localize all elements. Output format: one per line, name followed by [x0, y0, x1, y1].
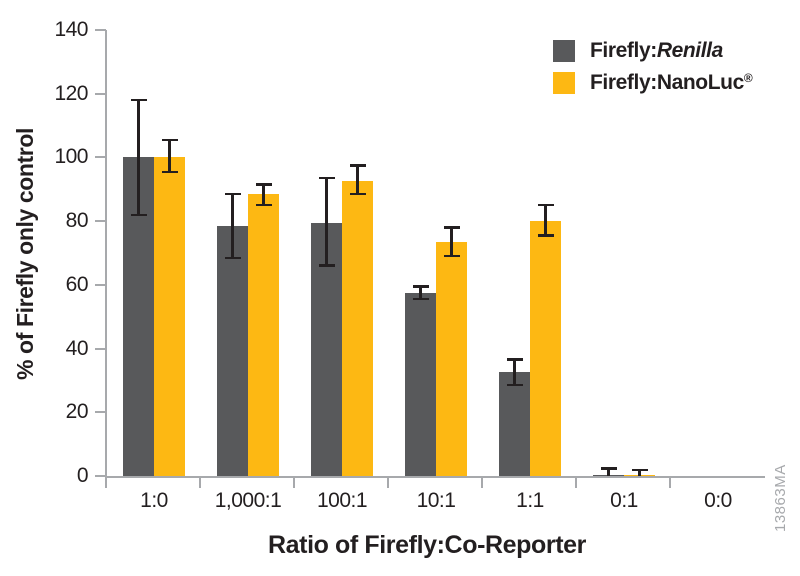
error-bar-cap [600, 467, 617, 470]
error-bar-line [168, 139, 171, 172]
x-axis-title: Ratio of Firefly:Co-Reporter [268, 531, 586, 559]
y-tick-label: 80 [65, 209, 89, 233]
x-axis-category-label: 100:1 [316, 489, 368, 512]
x-axis-category-label: 1,000:1 [214, 489, 282, 512]
error-bar-line [513, 359, 516, 386]
y-tick [95, 283, 106, 286]
error-bar-cap [443, 254, 460, 258]
error-bar-cap [631, 468, 648, 472]
error-bar-cap [318, 176, 335, 180]
y-tick-label: 40 [65, 336, 89, 360]
error-bar-line [638, 469, 641, 476]
x-tick [387, 478, 389, 488]
error-bar-cap [255, 203, 272, 207]
legend-swatch-nanoluc-icon [553, 72, 575, 94]
error-bar-line [607, 468, 610, 476]
bar [248, 194, 279, 476]
y-tick [95, 29, 106, 31]
legend-swatch-renilla-icon [553, 40, 575, 62]
y-tick [95, 347, 106, 350]
error-bar-cap [537, 234, 554, 237]
bar [217, 226, 248, 476]
y-tick [95, 411, 106, 414]
y-tick-label: 0 [76, 464, 89, 487]
error-bar-cap [255, 183, 272, 186]
error-bar-line [356, 165, 359, 195]
x-axis-line [105, 476, 765, 478]
y-tick [95, 92, 106, 95]
y-axis-title: % of Firefly only control [12, 128, 38, 380]
error-bar-cap [506, 358, 523, 361]
error-bar-line [262, 184, 265, 206]
figure-number-watermark: 13863MA [772, 464, 789, 532]
x-tick [481, 478, 483, 488]
y-tick-label: 60 [65, 272, 89, 296]
legend-label-renilla: Firefly:Renilla [590, 39, 723, 63]
legend-text-prefix: Firefly:NanoLuc [590, 71, 744, 94]
legend: Firefly:Renilla Firefly:NanoLuc® [553, 39, 753, 104]
x-axis-category-label: 0:0 [704, 489, 732, 512]
error-bar-cap [412, 285, 429, 288]
y-tick [95, 475, 106, 477]
error-bar-cap [130, 213, 147, 217]
error-bar-line [137, 100, 140, 215]
error-bar-cap [161, 170, 178, 173]
error-bar-line [325, 178, 328, 266]
y-tick [95, 220, 106, 223]
y-tick-label: 120 [54, 81, 88, 105]
x-tick [293, 478, 295, 488]
error-bar-cap [349, 164, 366, 167]
error-bar-cap [318, 264, 335, 267]
error-bar-cap [161, 138, 178, 142]
y-tick-label: 100 [54, 145, 88, 169]
y-tick-label: 20 [65, 400, 89, 424]
bar [436, 242, 467, 476]
x-tick [199, 478, 201, 488]
error-bar-line [450, 227, 453, 257]
error-bar-cap [443, 226, 460, 229]
x-tick [669, 478, 671, 488]
y-tick-label: 140 [54, 18, 88, 41]
x-tick [575, 478, 577, 488]
error-bar-cap [506, 383, 523, 387]
legend-text-sup: ® [743, 71, 753, 85]
bar [342, 181, 373, 476]
error-bar-cap [412, 297, 429, 301]
bar [499, 372, 530, 476]
bar [154, 157, 185, 476]
error-bar-cap [349, 192, 366, 196]
error-bar-cap [130, 98, 147, 102]
error-bar-cap [224, 192, 241, 196]
legend-item-renilla: Firefly:Renilla [553, 39, 752, 63]
legend-text-prefix: Firefly: [590, 39, 657, 62]
error-bar-line [544, 205, 547, 236]
x-tick [105, 478, 107, 488]
legend-label-nanoluc: Firefly:NanoLuc® [590, 71, 753, 95]
y-tick [95, 156, 106, 159]
legend-item-nanoluc: Firefly:NanoLuc® [553, 71, 753, 95]
bar [405, 293, 436, 476]
y-axis-line [105, 30, 107, 478]
x-axis-category-label: 1:0 [140, 489, 168, 512]
x-axis-category-label: 0:1 [610, 489, 638, 512]
legend-text-italic: Renilla [656, 39, 723, 62]
error-bar-line [231, 194, 234, 258]
bar [530, 221, 561, 476]
error-bar-cap [224, 256, 241, 260]
error-bar-cap [537, 203, 554, 207]
error-bar-line [419, 286, 422, 300]
x-axis-category-label: 10:1 [416, 489, 456, 512]
x-axis-category-label: 1:1 [516, 489, 544, 512]
